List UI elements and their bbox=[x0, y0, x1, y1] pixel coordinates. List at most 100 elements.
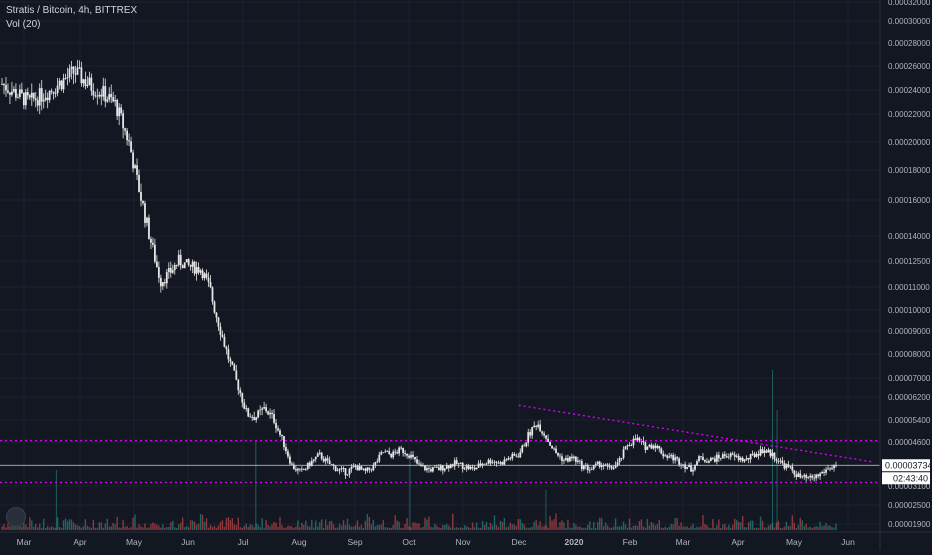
volume-bar bbox=[100, 522, 102, 530]
volume-bar bbox=[563, 522, 565, 530]
volume-bar bbox=[785, 521, 788, 530]
candle-body bbox=[350, 466, 353, 470]
x-tick-label: May bbox=[126, 537, 143, 547]
y-tick-label: 0.00002500 bbox=[888, 501, 931, 510]
candle-body bbox=[322, 458, 325, 462]
volume-bar bbox=[630, 527, 633, 530]
candle-body bbox=[298, 468, 301, 470]
candle-body bbox=[676, 457, 679, 459]
candle-body bbox=[588, 469, 591, 471]
candle-body bbox=[354, 466, 357, 467]
volume-bar bbox=[799, 517, 801, 530]
candle-body bbox=[324, 458, 327, 462]
candle-body bbox=[261, 408, 264, 410]
candle-body bbox=[706, 461, 708, 463]
volume-bar bbox=[382, 520, 384, 530]
volume-bar bbox=[195, 524, 198, 530]
volume-bar bbox=[380, 524, 382, 530]
volume-bar bbox=[265, 520, 267, 530]
volume-bar bbox=[763, 527, 766, 530]
candle-body bbox=[255, 417, 258, 420]
candle-body bbox=[745, 457, 748, 460]
volume-bar bbox=[104, 523, 106, 530]
volume-bar bbox=[428, 516, 430, 530]
candle-body bbox=[435, 466, 438, 468]
volume-bar bbox=[1, 526, 3, 530]
candle-body bbox=[302, 469, 305, 471]
volume-bar bbox=[60, 527, 63, 530]
candle-body bbox=[823, 471, 825, 473]
volume-bar bbox=[94, 527, 97, 530]
volume-bar bbox=[213, 525, 216, 530]
volume-bar bbox=[146, 527, 148, 530]
candle-body bbox=[340, 468, 343, 469]
candle-body bbox=[426, 468, 428, 471]
candle-body bbox=[197, 267, 200, 273]
candle-body bbox=[497, 462, 500, 464]
candle-body bbox=[336, 470, 339, 472]
x-tick-label: May bbox=[786, 537, 803, 547]
candle-body bbox=[735, 455, 738, 457]
volume-bar bbox=[352, 526, 355, 530]
volume-bar bbox=[553, 519, 555, 530]
volume-bar bbox=[732, 524, 734, 530]
volume-bar bbox=[334, 527, 337, 530]
volume-bar bbox=[523, 524, 525, 530]
candle-body bbox=[165, 272, 168, 284]
candle-body bbox=[314, 456, 317, 460]
candle-body bbox=[285, 447, 287, 452]
volume-bar bbox=[241, 527, 243, 530]
volume-bar bbox=[287, 525, 289, 530]
symbol-title[interactable]: Stratis / Bitcoin, 4h, BITTREX bbox=[6, 5, 138, 16]
candle-body bbox=[733, 454, 736, 457]
candle-body bbox=[634, 438, 637, 441]
volume-bar bbox=[821, 526, 823, 530]
volume-bar bbox=[432, 527, 434, 530]
volume-indicator-label[interactable]: Vol (20) bbox=[6, 19, 41, 30]
price-axis[interactable]: 0.00032000 0.00030000 0.00028000 0.00026000… bbox=[879, 0, 931, 550]
volume-bar bbox=[690, 525, 692, 530]
volume-bar bbox=[48, 527, 51, 530]
candle-body bbox=[831, 468, 833, 470]
x-tick-label: Jun bbox=[841, 537, 855, 547]
volume-bar bbox=[579, 526, 581, 530]
volume-bar bbox=[46, 526, 49, 530]
candle-body bbox=[140, 191, 142, 201]
volume-bar bbox=[72, 522, 75, 530]
candle-body bbox=[247, 408, 250, 417]
volume-bar bbox=[424, 517, 426, 530]
candle-body bbox=[686, 467, 688, 469]
candle-body bbox=[146, 217, 148, 223]
candle-body bbox=[672, 455, 675, 461]
candle-body bbox=[646, 446, 649, 450]
candle-body bbox=[326, 458, 329, 461]
volume-bar bbox=[299, 527, 301, 530]
volume-bar bbox=[519, 519, 521, 530]
candle-body bbox=[142, 200, 144, 204]
tradingview-logo-icon[interactable] bbox=[6, 507, 26, 527]
candle-body bbox=[660, 448, 663, 454]
volume-bar bbox=[716, 524, 718, 530]
candle-body bbox=[521, 445, 524, 453]
candle-body bbox=[78, 67, 81, 69]
volume-bar bbox=[66, 520, 69, 530]
x-tick-label: Sep bbox=[347, 537, 362, 547]
volume-bar bbox=[269, 526, 271, 530]
candle-body bbox=[529, 432, 532, 436]
candle-body bbox=[66, 77, 69, 79]
volume-bar bbox=[86, 525, 89, 530]
volume-bar bbox=[730, 527, 732, 530]
candle-body bbox=[815, 474, 818, 479]
volume-bar bbox=[456, 527, 458, 530]
candle-body bbox=[18, 89, 21, 97]
candle-body bbox=[52, 91, 55, 94]
candle-body bbox=[710, 457, 712, 461]
annotation-layer[interactable] bbox=[0, 404, 880, 484]
candle-layer bbox=[1, 59, 837, 482]
time-axis[interactable]: Mar Apr May Jun Jul Aug Sep Oct Nov Dec 2020 Feb Mar… bbox=[0, 531, 932, 547]
volume-bar bbox=[166, 526, 168, 530]
countdown-tag bbox=[882, 472, 930, 485]
volume-bar bbox=[652, 523, 655, 530]
